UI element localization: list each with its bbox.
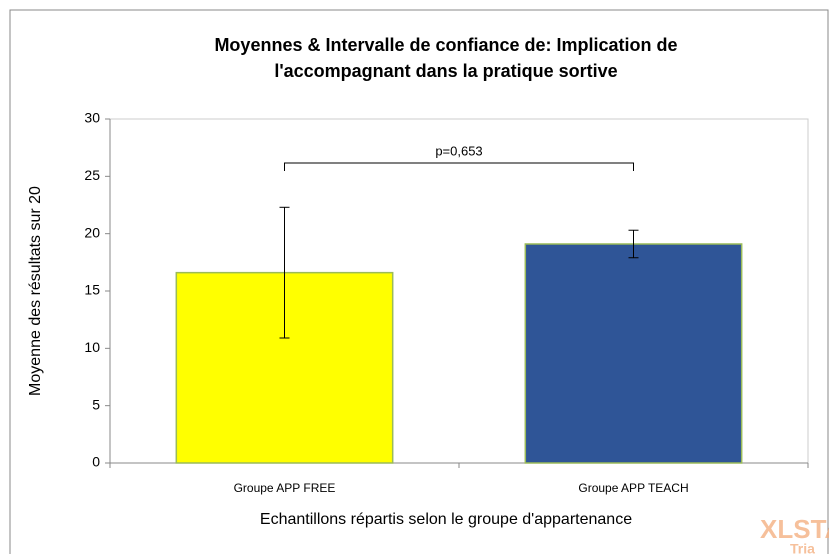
chart-title: l'accompagnant dans la pratique sortive [274,61,617,81]
y-tick-label: 20 [84,224,100,240]
y-tick-label: 5 [92,396,100,412]
annotation: p=0,653 [435,143,482,158]
y-tick-label: 0 [92,454,100,470]
y-tick-label: 15 [84,282,100,298]
x-tick-label: Groupe APP TEACH [578,481,688,495]
watermark: Tria [790,541,815,554]
bar [524,243,743,464]
y-tick-label: 25 [84,167,100,183]
chart-title: Moyennes & Intervalle de confiance de: I… [214,35,677,55]
x-axis-label: Echantillons répartis selon le groupe d'… [260,511,632,528]
x-tick-label: Groupe APP FREE [234,481,336,495]
y-tick-label: 10 [84,339,100,355]
watermark: XLSTAT [760,514,829,544]
y-axis-label: Moyenne des résultats sur 20 [27,186,44,396]
y-tick-label: 30 [84,110,100,126]
significance-bracket [284,162,634,171]
